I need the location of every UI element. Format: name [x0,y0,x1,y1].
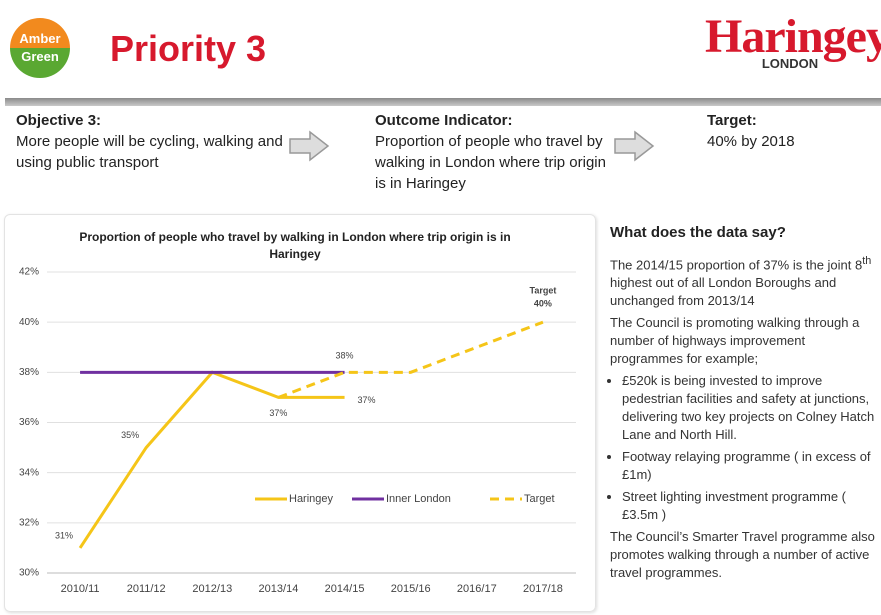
x-tick-label: 2012/13 [192,583,232,595]
x-tick-label: 2011/12 [127,583,166,595]
objective-text: More people will be cycling, walking and… [16,133,283,171]
x-tick-label: 2013/14 [259,583,299,595]
y-tick-label: 32% [19,517,39,528]
text: The 2014/15 proportion of 37% is the joi… [610,257,863,273]
x-tick-label: 2016/17 [457,583,497,595]
paragraph: The Council is promoting walking through… [610,315,860,367]
paragraph: The Council’s Smarter Travel programme a… [610,529,875,581]
arrow [289,130,330,162]
side-panel: What does the data say? The 2014/15 prop… [610,224,881,586]
y-tick-label: 30% [19,568,39,579]
bullet: Footway relaying programme ( in excess o… [622,448,881,484]
series-line [78,370,345,549]
objective: Objective 3: More people will be cycling… [16,110,286,173]
text: highest out of all London Boroughs and u… [610,275,837,309]
annotation: Target [530,286,557,296]
y-tick-label: 38% [19,367,39,378]
data-label: 37% [269,408,287,418]
target-heading: Target: [707,112,757,129]
target-text: 40% by 2018 [707,133,795,150]
chart: Proportion of people who travel by walki… [19,230,576,595]
series-line [277,320,544,399]
data-label: 35% [121,430,139,440]
x-tick-label: 2015/16 [391,583,431,595]
logo: Haringey LONDON [705,10,881,72]
chart-title-1: Proportion of people who travel by walki… [79,230,510,244]
slide-title: Priority 3 [110,28,267,69]
chart-title-2: Haringey [269,247,321,261]
y-tick-label: 34% [19,467,39,478]
outcome-heading: Outcome Indicator: [375,112,513,129]
legend-label: Haringey [289,493,334,505]
data-label: 31% [55,530,73,540]
x-tick-label: 2017/18 [523,583,563,595]
target: Target: 40% by 2018 [707,110,877,152]
status-badge: Amber Green [10,18,70,78]
outcome-text: Proportion of people who travel by walki… [375,133,606,192]
data-label: 40% [534,299,552,309]
data-label: 38% [336,351,354,361]
legend-label: Target [524,493,555,505]
bullet: £520k is being invested to improve pedes… [622,372,881,444]
badge-text: Amber [19,31,61,46]
badge-text: Green [21,49,59,64]
side-heading: What does the data say? [610,224,786,241]
objective-heading: Objective 3: [16,112,102,129]
arrow [614,130,655,162]
legend-label: Inner London [386,493,451,505]
x-tick-label: 2010/11 [61,583,100,595]
x-tick-label: 2014/15 [325,583,365,595]
logo-name: Haringey [705,10,881,63]
paragraph: The 2014/15 proportion of 37% is the joi… [610,252,881,310]
divider-bar [5,98,881,106]
logo-sub: LONDON [761,56,819,71]
bullet-list: £520k is being invested to improve pedes… [610,372,881,524]
y-tick-label: 36% [19,417,39,428]
chart-frame [4,214,596,612]
y-tick-label: 42% [19,267,39,278]
outcome: Outcome Indicator: Proportion of people … [375,110,610,194]
bullet: Street lighting investment programme ( £… [622,488,881,524]
y-tick-label: 40% [19,317,39,328]
superscript: th [862,255,872,267]
data-label: 37% [358,395,376,405]
